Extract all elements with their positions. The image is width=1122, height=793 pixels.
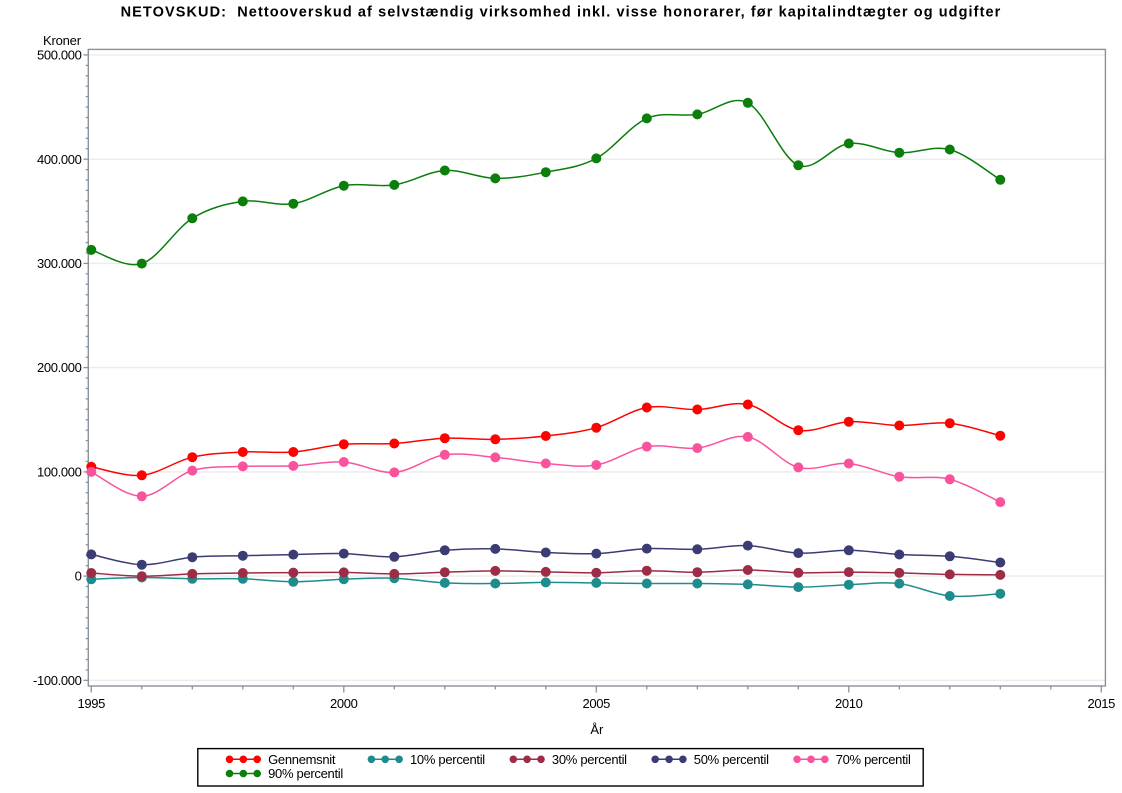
svg-text:2005: 2005 — [583, 696, 611, 711]
svg-text:100.000: 100.000 — [37, 465, 82, 480]
svg-text:2000: 2000 — [330, 696, 358, 711]
svg-text:30% percentil: 30% percentil — [552, 752, 627, 767]
svg-text:50% percentil: 50% percentil — [694, 752, 769, 767]
svg-text:0: 0 — [75, 569, 82, 584]
svg-text:70% percentil: 70% percentil — [836, 752, 911, 767]
svg-text:Kroner: Kroner — [43, 33, 82, 48]
svg-text:10% percentil: 10% percentil — [410, 752, 485, 767]
svg-text:500.000: 500.000 — [37, 48, 82, 63]
svg-text:90% percentil: 90% percentil — [268, 766, 343, 781]
svg-text:År: År — [590, 722, 604, 737]
svg-text:400.000: 400.000 — [37, 152, 82, 167]
svg-text:2010: 2010 — [835, 696, 863, 711]
svg-text:NETOVSKUD: Nettooverskud af s: NETOVSKUD: Nettooverskud af selvstændig … — [121, 4, 1002, 20]
svg-text:Gennemsnit: Gennemsnit — [268, 752, 336, 767]
svg-text:-100.000: -100.000 — [33, 673, 82, 688]
svg-text:1995: 1995 — [78, 696, 106, 711]
svg-text:300.000: 300.000 — [37, 256, 82, 271]
svg-text:2015: 2015 — [1088, 696, 1116, 711]
svg-text:200.000: 200.000 — [37, 360, 82, 375]
